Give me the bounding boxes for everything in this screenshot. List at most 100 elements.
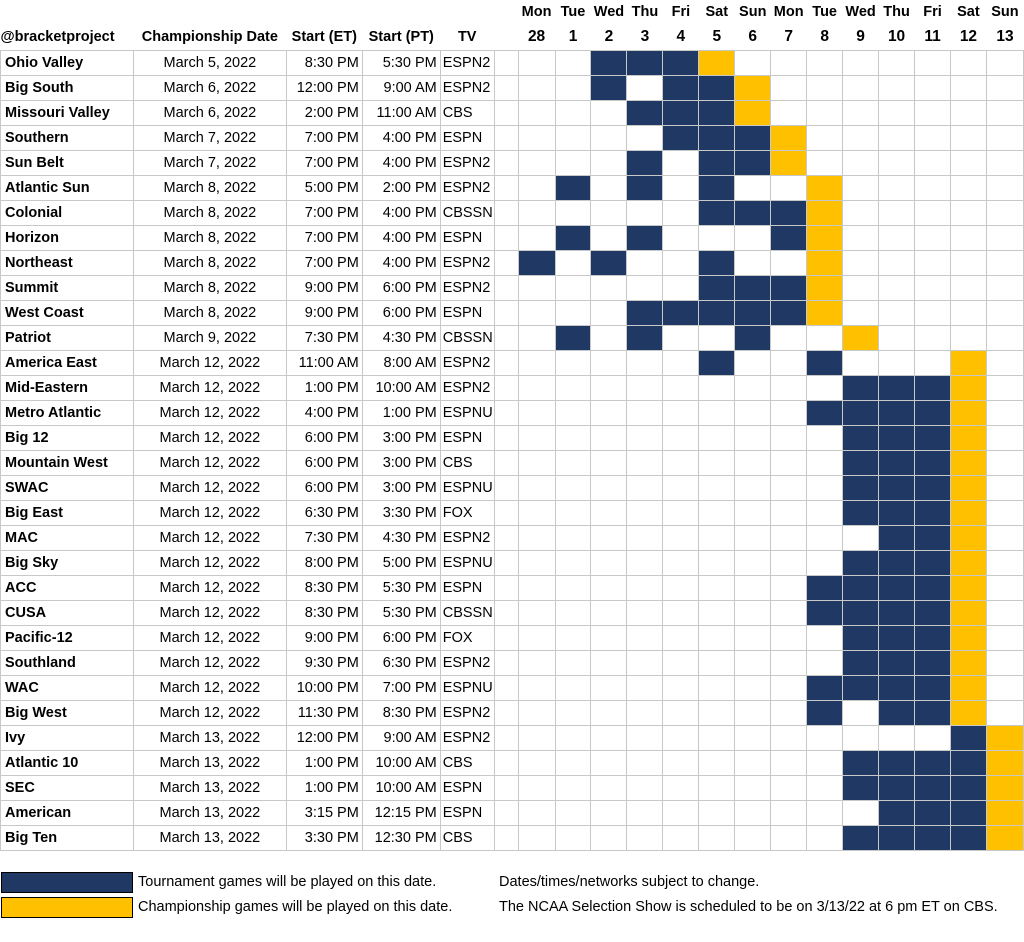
day-of-week-label: Sat <box>957 3 980 20</box>
championship-day-cell <box>949 350 987 376</box>
tournament-day-cell <box>626 100 664 126</box>
spacer-cell <box>493 150 519 176</box>
empty-day-cell <box>734 750 772 776</box>
start-time-pt: 6:00 PM <box>361 275 441 301</box>
championship-day-cell <box>985 800 1024 826</box>
empty-day-cell <box>698 750 736 776</box>
empty-day-cell <box>698 525 736 551</box>
empty-day-cell <box>626 775 664 801</box>
table-row: Patriot March 9, 2022 7:30 PM 4:30 PM CBSSN <box>0 325 1024 351</box>
empty-day-cell <box>554 750 592 776</box>
championship-day-cell <box>985 825 1024 851</box>
start-time-et: 12:00 PM <box>285 75 363 101</box>
tournament-day-cell <box>914 600 951 626</box>
empty-day-cell <box>914 175 951 201</box>
empty-day-cell <box>734 400 772 426</box>
conference-name: Big 12 <box>0 425 134 451</box>
start-time-pt: 3:30 PM <box>361 500 441 526</box>
empty-day-cell <box>734 825 772 851</box>
tournament-day-cell <box>878 700 916 726</box>
empty-day-cell <box>554 450 592 476</box>
empty-day-cell <box>662 700 700 726</box>
spacer-cell <box>493 775 519 801</box>
empty-day-cell <box>985 550 1024 576</box>
tournament-day-cell <box>662 50 700 76</box>
empty-day-cell <box>985 175 1024 201</box>
empty-day-cell <box>985 100 1024 126</box>
conference-name: WAC <box>0 675 134 701</box>
spacer-cell <box>493 275 519 301</box>
empty-day-cell <box>517 525 556 551</box>
spacer-cell <box>493 175 519 201</box>
empty-day-cell <box>985 600 1024 626</box>
tournament-day-cell <box>914 400 951 426</box>
start-time-et: 2:00 PM <box>285 100 363 126</box>
championship-day-cell <box>734 100 772 126</box>
table-row: Atlantic 10 March 13, 2022 1:00 PM 10:00 AM… <box>0 750 1024 776</box>
empty-day-cell <box>517 225 556 251</box>
empty-day-cell <box>662 250 700 276</box>
empty-day-cell <box>698 650 736 676</box>
empty-day-cell <box>590 325 628 351</box>
start-time-et: 8:30 PM <box>285 50 363 76</box>
empty-day-cell <box>806 625 844 651</box>
empty-day-cell <box>626 125 664 151</box>
tv-network: FOX <box>439 625 495 651</box>
tournament-day-cell <box>914 425 951 451</box>
championship-date: March 8, 2022 <box>132 300 287 326</box>
empty-day-cell <box>626 750 664 776</box>
tournament-day-cell <box>698 175 736 201</box>
tv-network: ESPN <box>439 425 495 451</box>
empty-day-cell <box>914 725 951 751</box>
tournament-day-cell <box>554 225 592 251</box>
tournament-legend-label: Tournament games will be played on this … <box>138 874 437 890</box>
empty-day-cell <box>662 200 700 226</box>
championship-date: March 8, 2022 <box>132 225 287 251</box>
tv-network: CBS <box>439 100 495 126</box>
championship-date: March 13, 2022 <box>132 800 287 826</box>
tournament-day-cell <box>590 250 628 276</box>
empty-day-cell <box>517 475 556 501</box>
empty-day-cell <box>662 325 700 351</box>
day-number-label: 9 <box>856 27 865 45</box>
empty-day-cell <box>985 575 1024 601</box>
empty-day-cell <box>626 425 664 451</box>
tournament-day-cell <box>878 675 916 701</box>
spacer-cell <box>493 400 519 426</box>
day-number-label: 12 <box>959 27 978 45</box>
empty-day-cell <box>554 425 592 451</box>
table-row: Sun Belt March 7, 2022 7:00 PM 4:00 PM ESPN2 <box>0 150 1024 176</box>
empty-day-cell <box>626 350 664 376</box>
tournament-day-cell <box>878 375 916 401</box>
spacer-cell <box>493 825 519 851</box>
empty-day-cell <box>590 700 628 726</box>
empty-day-cell <box>590 375 628 401</box>
championship-day-cell <box>949 475 987 501</box>
empty-day-cell <box>878 325 916 351</box>
empty-day-cell <box>626 200 664 226</box>
day-of-week-label: Wed <box>593 3 625 20</box>
start-time-pt: 5:00 PM <box>361 550 441 576</box>
start-time-pt: 4:00 PM <box>361 250 441 276</box>
tournament-day-cell <box>626 50 664 76</box>
table-row: Big Sky March 12, 2022 8:00 PM 5:00 PM ESPNU <box>0 550 1024 576</box>
table-row: Missouri Valley March 6, 2022 2:00 PM 11:00… <box>0 100 1024 126</box>
day-of-week-label: Sat <box>705 3 729 20</box>
empty-day-cell <box>806 325 844 351</box>
tournament-day-cell <box>878 500 916 526</box>
day-of-week-label: Tue <box>812 3 837 20</box>
empty-day-cell <box>554 275 592 301</box>
empty-day-cell <box>949 75 987 101</box>
championship-day-cell <box>949 425 987 451</box>
tournament-day-cell <box>698 200 736 226</box>
empty-day-cell <box>626 550 664 576</box>
championship-day-cell <box>949 525 987 551</box>
start-time-pt: 4:30 PM <box>361 325 441 351</box>
empty-day-cell <box>662 575 700 601</box>
empty-day-cell <box>985 250 1024 276</box>
championship-date: March 9, 2022 <box>132 325 287 351</box>
tournament-day-cell <box>662 300 700 326</box>
empty-day-cell <box>734 425 772 451</box>
empty-day-cell <box>626 375 664 401</box>
conference-name: Patriot <box>0 325 134 351</box>
